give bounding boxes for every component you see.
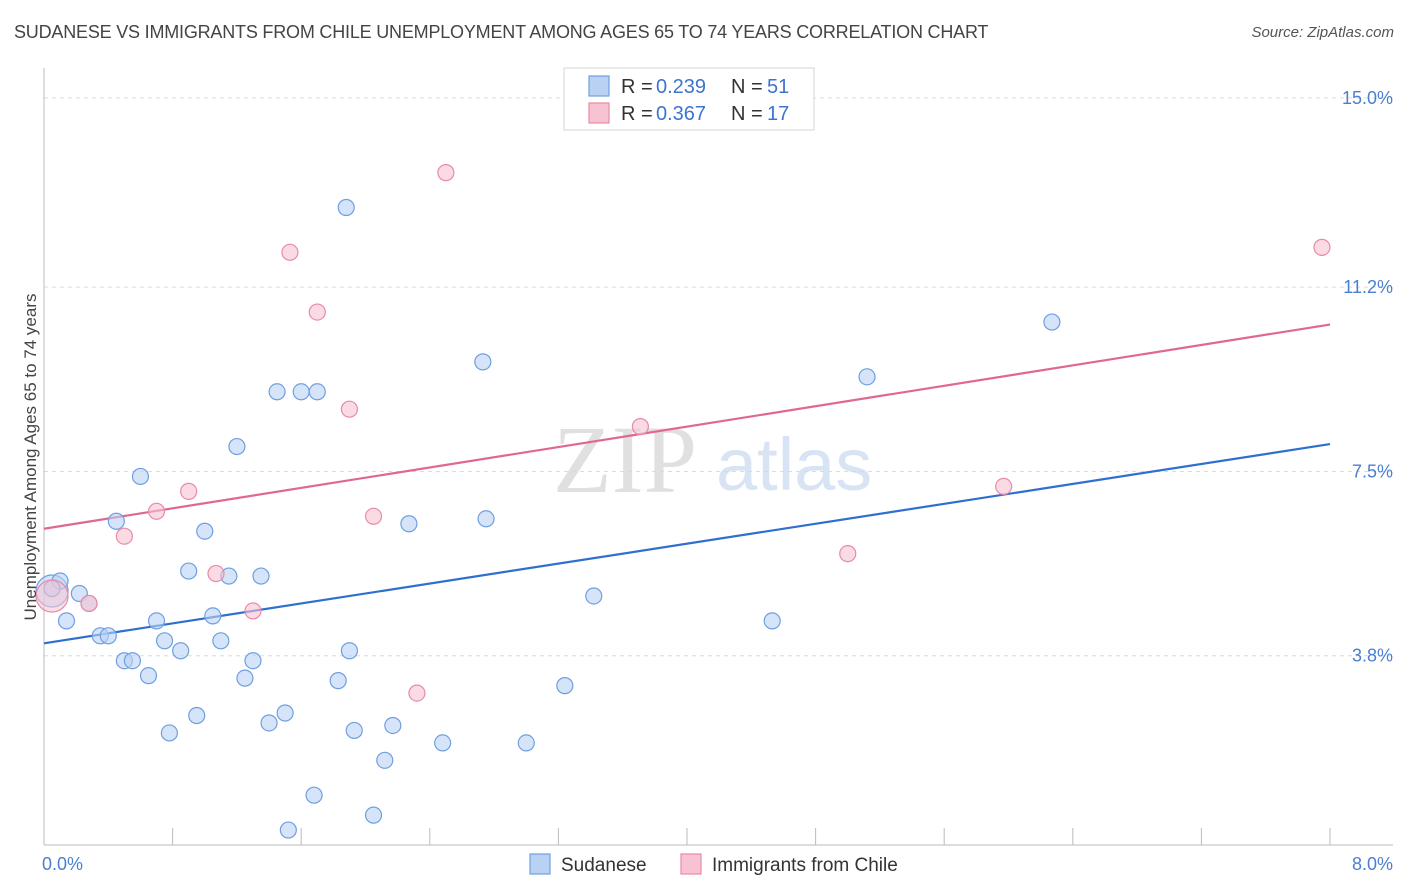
point-sudanese <box>131 467 150 486</box>
point-sudanese <box>276 704 294 722</box>
point-sudanese <box>477 510 495 528</box>
point-sudanese <box>188 706 206 725</box>
y-tick-label: 7.5% <box>1352 461 1393 481</box>
point-sudanese <box>337 198 355 217</box>
point-chile <box>631 418 649 436</box>
legend-n-label-sudanese: N = <box>731 76 763 98</box>
point-sudanese <box>305 786 323 804</box>
legend-r-value-chile: 0.367 <box>656 103 706 125</box>
point-sudanese <box>364 806 383 824</box>
stats-legend: R = 0.239 N = 51 R = 0.367 N = 17 <box>563 67 815 131</box>
point-sudanese <box>763 612 781 630</box>
y-tick-labels: 3.8% 7.5% 11.2% 15.0% <box>1342 88 1393 666</box>
y-axis-label: Unemployment Among Ages 65 to 74 years <box>21 294 40 621</box>
point-sudanese <box>212 632 230 650</box>
point-sudanese <box>345 721 363 740</box>
point-sudanese <box>400 515 418 533</box>
point-sudanese <box>858 368 876 386</box>
point-sudanese <box>99 627 117 645</box>
point-chile <box>408 684 426 702</box>
point-sudanese <box>384 716 402 735</box>
point-sudanese <box>1043 313 1061 331</box>
point-sudanese <box>196 522 214 540</box>
point-chile <box>35 579 69 613</box>
point-sudanese <box>260 714 278 732</box>
chart-source: Source: ZipAtlas.com <box>1251 24 1394 41</box>
point-chile <box>281 243 299 261</box>
point-sudanese <box>155 632 174 650</box>
point-sudanese <box>139 667 158 685</box>
point-sudanese <box>279 821 297 839</box>
y-tick-label: 3.8% <box>1352 646 1393 666</box>
point-sudanese <box>57 612 76 630</box>
legend-swatch-sudanese <box>588 75 610 97</box>
bottom-legend-label-chile: Immigrants from Chile <box>712 855 898 876</box>
point-sudanese <box>308 383 326 401</box>
x-tick-label-right: 8.0% <box>1352 854 1393 874</box>
x-tick-label-left: 0.0% <box>42 854 83 874</box>
grid-lines <box>44 97 1393 657</box>
point-chile <box>437 164 455 182</box>
bottom-legend-swatch-chile <box>680 853 702 875</box>
point-sudanese <box>268 383 286 401</box>
point-sudanese <box>180 562 198 580</box>
series-legend: Sudanese Immigrants from Chile <box>529 853 898 876</box>
legend-n-label-chile: N = <box>731 103 763 125</box>
legend-n-value-sudanese: 51 <box>767 76 789 98</box>
point-sudanese <box>376 751 394 769</box>
point-chile <box>80 594 98 613</box>
chart-title: SUDANESE VS IMMIGRANTS FROM CHILE UNEMPL… <box>14 22 989 42</box>
bottom-legend-swatch-sudanese <box>529 853 551 875</box>
point-chile <box>995 477 1013 496</box>
point-chile <box>340 400 359 418</box>
point-sudanese <box>517 734 535 752</box>
point-chile <box>115 527 133 545</box>
legend-swatch-chile <box>588 102 610 124</box>
point-sudanese <box>147 612 166 630</box>
point-sudanese <box>434 734 452 752</box>
point-sudanese <box>252 567 270 585</box>
legend-n-value-chile: 17 <box>767 103 789 125</box>
watermark-zip: ZIP <box>553 406 697 513</box>
point-sudanese <box>340 642 359 660</box>
legend-r-label-sudanese: R = <box>621 76 653 98</box>
legend-r-value-sudanese: 0.239 <box>656 76 706 98</box>
point-chile <box>839 545 857 563</box>
point-sudanese <box>160 724 178 742</box>
point-chile <box>1313 238 1331 256</box>
point-sudanese <box>474 353 492 371</box>
point-chile <box>244 602 262 620</box>
point-chile <box>180 482 198 500</box>
point-sudanese <box>236 669 254 687</box>
point-sudanese <box>585 587 603 605</box>
watermark-atlas: atlas <box>716 423 872 506</box>
scatter-points <box>35 164 1331 839</box>
point-sudanese <box>123 652 142 670</box>
point-sudanese <box>107 512 125 530</box>
y-tick-label: 11.2% <box>1343 277 1393 297</box>
y-tick-label: 15.0% <box>1342 88 1393 108</box>
point-sudanese <box>228 437 246 456</box>
point-chile <box>364 507 383 525</box>
trend-line-chile <box>43 323 1331 530</box>
point-sudanese <box>204 607 222 625</box>
point-chile <box>207 564 225 583</box>
point-sudanese <box>244 652 262 670</box>
point-chile <box>147 502 166 520</box>
legend-r-label-chile: R = <box>621 103 653 125</box>
point-sudanese <box>292 383 310 401</box>
point-sudanese <box>329 672 347 690</box>
x-tick-marks <box>172 828 1331 845</box>
point-sudanese <box>172 642 190 660</box>
point-sudanese <box>556 677 574 695</box>
point-chile <box>308 303 326 321</box>
bottom-legend-label-sudanese: Sudanese <box>561 855 647 876</box>
